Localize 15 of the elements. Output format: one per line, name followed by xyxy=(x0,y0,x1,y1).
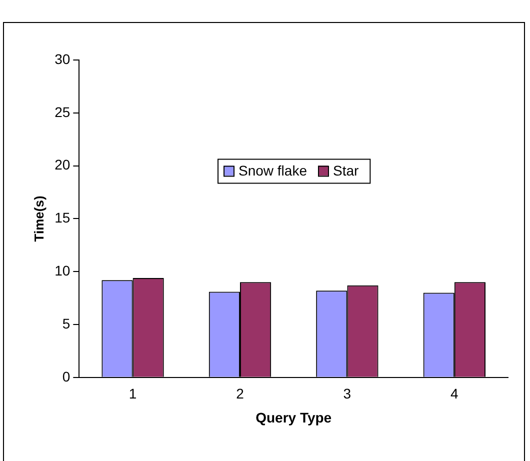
legend-label: Snow flake xyxy=(238,162,308,179)
y-tick-label: 5 xyxy=(62,315,70,332)
x-tick-label: 1 xyxy=(128,386,137,402)
y-tick-label: 15 xyxy=(54,210,70,226)
y-tick-label: 30 xyxy=(54,50,70,67)
y-tick-label: 20 xyxy=(54,156,70,173)
x-tick-label: 3 xyxy=(343,386,352,402)
y-tick-label: 0 xyxy=(62,368,70,384)
x-tick-label: 4 xyxy=(450,386,458,402)
y-axis-title: Time(s) xyxy=(31,196,46,242)
y-tick-label: 25 xyxy=(54,104,70,120)
legend-label: Star xyxy=(332,162,360,179)
x-axis-title: Query Type xyxy=(256,409,332,426)
x-tick-label: 2 xyxy=(236,386,244,402)
y-tick-label: 10 xyxy=(54,262,70,278)
